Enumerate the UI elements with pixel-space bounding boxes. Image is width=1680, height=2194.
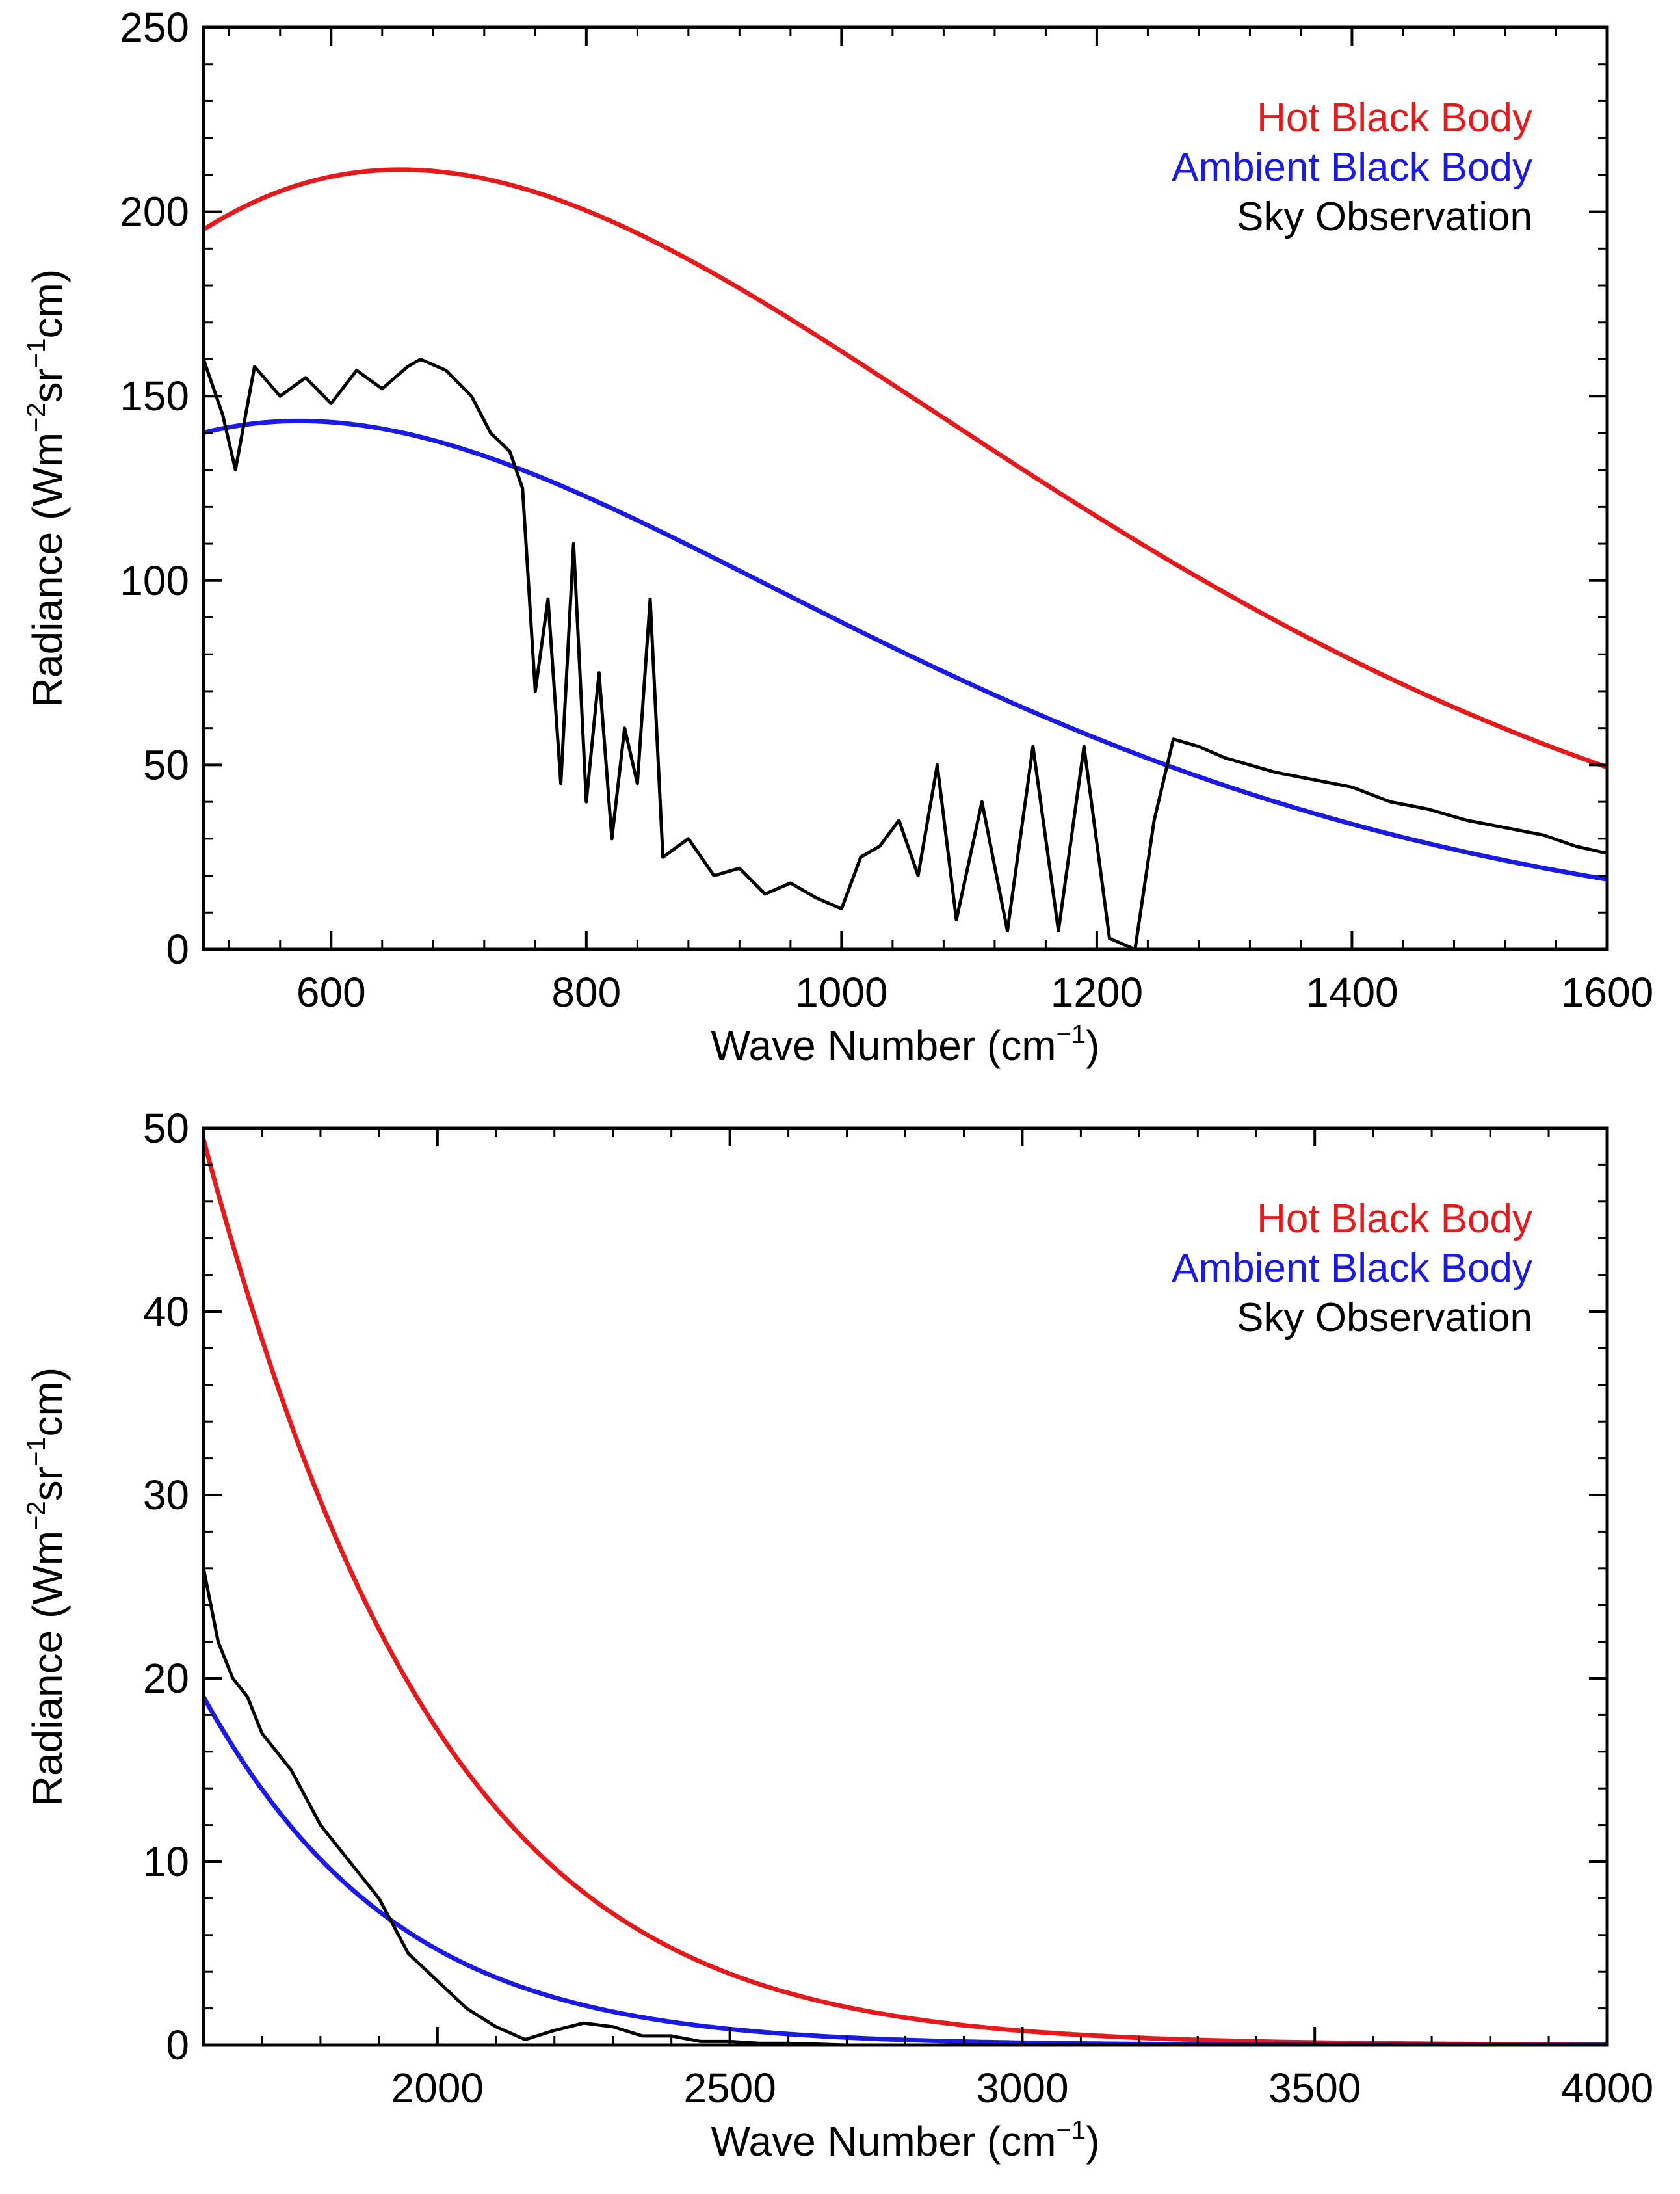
y-tick-label: 50: [143, 1105, 189, 1152]
series-line-ambient-black-body: [203, 418, 1607, 882]
y-tick-label: 20: [143, 1655, 189, 1702]
x-tick-label: 600: [296, 969, 366, 1016]
top-panel: 600 800 1000 1200 1400 1600 0 50 100 150 200 250 Wav…: [22, 4, 1653, 1069]
x-tick-label: 2500: [683, 2065, 776, 2111]
x-axis-title: Wave Number (cm−1): [711, 1020, 1100, 1069]
legend-ambient-black-body: Ambient Black Body: [1172, 1246, 1532, 1291]
y-tick-label: 40: [143, 1288, 189, 1335]
x-tick-label: 2000: [391, 2065, 484, 2111]
x-tick-label: 1400: [1306, 969, 1398, 1016]
plot-area: [203, 167, 1607, 949]
x-tick-label: 3000: [976, 2065, 1068, 2111]
bottom-panel: 2000 2500 3000 3500 4000 0 10 20 30 40 50 Wave Numb…: [22, 1105, 1653, 2165]
y-tick-label: 250: [120, 4, 189, 51]
plot-frame: [202, 25, 1609, 951]
x-tick-label: 1200: [1051, 969, 1143, 1016]
y-tick-label: 0: [166, 926, 189, 973]
x-tick-label: 800: [551, 969, 621, 1016]
x-tick-label: 1600: [1561, 969, 1653, 1016]
series-line-sky-observation: [203, 358, 1607, 949]
x-tick-label: 3500: [1268, 2065, 1361, 2111]
series-line-sky-observation: [203, 1568, 847, 2045]
y-tick-label: 30: [143, 1472, 189, 1518]
y-tick-label: 0: [166, 2022, 189, 2068]
y-tick-label: 50: [143, 741, 189, 788]
y-tick-label: 100: [120, 557, 189, 604]
legend-hot-black-body: Hot Black Body: [1257, 96, 1532, 140]
y-axis-title: Radiance (Wm−2sr−1cm): [22, 269, 71, 707]
series-line-hot-black-body: [203, 167, 1607, 770]
legend-ambient-black-body: Ambient Black Body: [1172, 145, 1532, 190]
y-tick-label: 10: [143, 1838, 189, 1885]
legend-sky-observation: Sky Observation: [1237, 1295, 1532, 1340]
x-tick-label: 4000: [1561, 2065, 1653, 2111]
x-axis-title: Wave Number (cm−1): [711, 2116, 1100, 2165]
x-tick-label: 1000: [795, 969, 887, 1016]
y-tick-label: 200: [120, 189, 189, 235]
y-tick-label: 150: [120, 373, 189, 419]
legend-hot-black-body: Hot Black Body: [1257, 1196, 1532, 1241]
legend-sky-observation: Sky Observation: [1237, 194, 1532, 239]
y-axis-title: Radiance (Wm−2sr−1cm): [22, 1368, 71, 1806]
